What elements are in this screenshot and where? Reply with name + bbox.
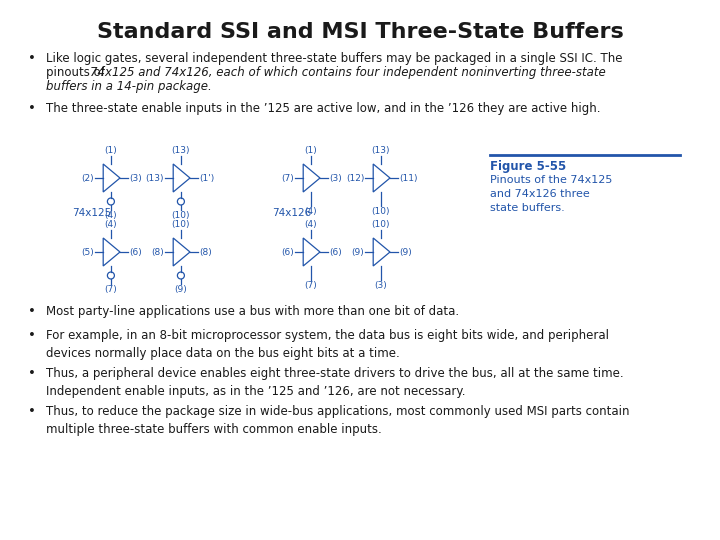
Text: (3): (3)	[129, 173, 142, 183]
Text: 74x126: 74x126	[272, 208, 311, 218]
Text: •: •	[28, 329, 36, 342]
Text: (7): (7)	[104, 285, 117, 294]
Text: (9): (9)	[174, 285, 187, 294]
Text: The three-state enable inputs in the ’125 are active low, and in the ’126 they a: The three-state enable inputs in the ’12…	[46, 102, 600, 115]
Text: (13): (13)	[145, 173, 164, 183]
Text: (4): (4)	[305, 220, 318, 229]
Text: (3): (3)	[329, 173, 342, 183]
Text: Most party-line applications use a bus with more than one bit of data.: Most party-line applications use a bus w…	[46, 305, 459, 318]
Text: •: •	[28, 305, 36, 318]
Text: Figure 5-55: Figure 5-55	[490, 160, 566, 173]
Text: (7): (7)	[305, 281, 318, 290]
Text: (10): (10)	[372, 207, 390, 216]
Text: Pinouts of the 74x125
and 74x126 three
state buffers.: Pinouts of the 74x125 and 74x126 three s…	[490, 175, 613, 213]
Text: (8): (8)	[199, 247, 212, 256]
Text: (6): (6)	[329, 247, 342, 256]
Text: (2): (2)	[81, 173, 94, 183]
Text: (6): (6)	[282, 247, 294, 256]
Text: (9): (9)	[399, 247, 412, 256]
Text: (11): (11)	[399, 173, 418, 183]
Text: •: •	[28, 405, 36, 418]
Text: (3): (3)	[374, 281, 387, 290]
Text: Standard SSI and MSI Three-State Buffers: Standard SSI and MSI Three-State Buffers	[96, 22, 624, 42]
Text: (13): (13)	[171, 146, 190, 155]
Text: Thus, a peripheral device enables eight three-state drivers to drive the bus, al: Thus, a peripheral device enables eight …	[46, 367, 624, 399]
Text: (1'): (1')	[199, 173, 215, 183]
Text: •: •	[28, 102, 36, 115]
Text: (1): (1)	[104, 146, 117, 155]
Text: •: •	[28, 367, 36, 380]
Text: •: •	[28, 52, 36, 65]
Text: (9): (9)	[351, 247, 364, 256]
Text: (13): (13)	[372, 146, 390, 155]
Text: (10): (10)	[171, 211, 190, 220]
Text: 74x125 and 74x126, each of which contains four independent noninverting three-st: 74x125 and 74x126, each of which contain…	[90, 66, 606, 79]
Text: (7): (7)	[282, 173, 294, 183]
Text: (4): (4)	[305, 207, 318, 216]
Text: (4): (4)	[104, 211, 117, 220]
Text: (10): (10)	[171, 220, 190, 229]
Text: buffers in a 14-pin package.: buffers in a 14-pin package.	[46, 80, 212, 93]
Text: (1): (1)	[305, 146, 318, 155]
Text: (8): (8)	[151, 247, 164, 256]
Text: (4): (4)	[104, 220, 117, 229]
Text: (10): (10)	[372, 220, 390, 229]
Text: pinouts of: pinouts of	[46, 66, 109, 79]
Text: (12): (12)	[346, 173, 364, 183]
Text: Thus, to reduce the package size in wide-bus applications, most commonly used MS: Thus, to reduce the package size in wide…	[46, 405, 629, 436]
Text: Like logic gates, several independent three-state buffers may be packaged in a s: Like logic gates, several independent th…	[46, 52, 623, 65]
Text: 74x125: 74x125	[72, 208, 112, 218]
Text: (5): (5)	[81, 247, 94, 256]
Text: For example, in an 8-bit microprocessor system, the data bus is eight bits wide,: For example, in an 8-bit microprocessor …	[46, 329, 609, 361]
Text: (6): (6)	[129, 247, 142, 256]
